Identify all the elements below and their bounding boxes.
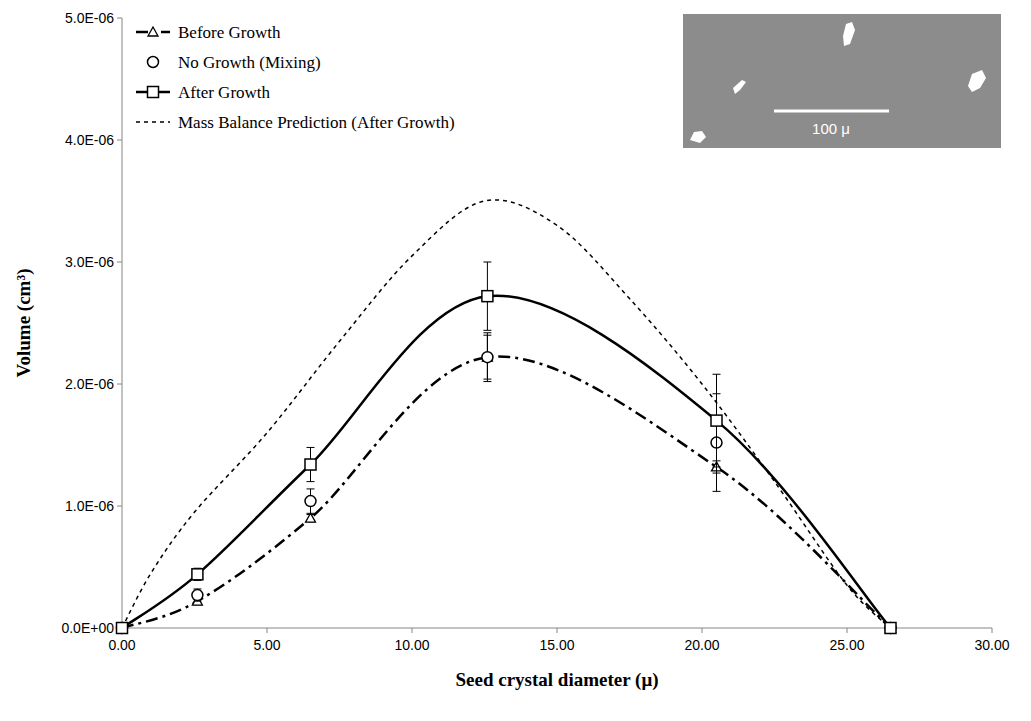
data-point [117, 623, 128, 634]
error-bar-cap [483, 332, 491, 333]
series-line [122, 296, 891, 628]
inset-particle [690, 131, 706, 143]
data-point [885, 623, 896, 634]
x-tick [412, 628, 413, 633]
legend: Before Growth No Growth (Mixing) After Gro… [136, 23, 455, 132]
error-bar-cap [713, 491, 721, 492]
error-bar-cap [713, 374, 721, 375]
legend-marker [148, 57, 159, 68]
data-point [482, 291, 493, 302]
data-point [482, 352, 493, 363]
y-tick-label: 1.0E-06 [65, 498, 114, 514]
legend-item: Mass Balance Prediction (After Growth) [136, 113, 455, 132]
y-tick [117, 384, 122, 385]
data-point [305, 459, 316, 470]
legend-item: After Growth [136, 83, 271, 102]
inset-particle [968, 70, 986, 92]
legend-marker [148, 87, 159, 98]
x-tick [847, 628, 848, 633]
x-tick-label: 30.00 [974, 637, 1009, 653]
y-tick [117, 140, 122, 141]
error-bar-cap [307, 488, 315, 489]
y-axis-line [122, 18, 123, 628]
error-bar-cap [483, 335, 491, 336]
legend-label: Before Growth [178, 23, 281, 42]
series-line [122, 200, 891, 628]
x-tick [267, 628, 268, 633]
x-tick [992, 628, 993, 633]
y-axis-title: Volume (cm³) [13, 269, 35, 378]
scale-bar [774, 110, 889, 113]
x-tick-label: 0.00 [108, 637, 135, 653]
x-tick [702, 628, 703, 633]
x-tick-label: 5.00 [253, 637, 280, 653]
data-point [306, 513, 316, 522]
legend-label: Mass Balance Prediction (After Growth) [178, 113, 455, 132]
error-bar-cap [483, 379, 491, 380]
error-bar-cap [483, 381, 491, 382]
inset-ground [683, 14, 1001, 148]
y-tick-label: 2.0E-06 [65, 376, 114, 392]
legend-label: After Growth [178, 83, 271, 102]
y-tick-label: 0.0E+00 [61, 620, 114, 636]
legend-label: No Growth (Mixing) [178, 53, 321, 72]
inset-particle [843, 22, 855, 46]
y-tick [117, 506, 122, 507]
markers [117, 262, 897, 634]
error-bar-cap [483, 330, 491, 331]
y-tick-label: 3.0E-06 [65, 254, 114, 270]
y-tick [117, 262, 122, 263]
inset-particle [733, 80, 746, 94]
error-bar-cap [483, 262, 491, 263]
y-tick-label: 5.0E-06 [65, 10, 114, 26]
data-point [192, 569, 203, 580]
error-bar-cap [307, 447, 315, 448]
y-tick-label: 4.0E-06 [65, 132, 114, 148]
legend-item: No Growth (Mixing) [148, 53, 321, 72]
y-tick [117, 18, 122, 19]
x-axis-title: Seed crystal diameter (μ) [456, 669, 659, 691]
legend-marker [148, 27, 158, 36]
data-point [711, 415, 722, 426]
data-point [885, 623, 896, 634]
error-bar-cap [307, 513, 315, 514]
x-tick-label: 20.00 [684, 637, 719, 653]
x-tick [557, 628, 558, 633]
x-tick-label: 15.00 [539, 637, 574, 653]
x-tick-label: 25.00 [829, 637, 864, 653]
data-point [117, 623, 128, 634]
legend-item: Before Growth [136, 23, 281, 42]
lines [122, 200, 891, 628]
error-bar-cap [713, 466, 721, 467]
scale-label: 100 μ [812, 120, 850, 137]
inset-image: 100 μ [683, 14, 1001, 148]
data-point [192, 590, 203, 601]
series-line [122, 356, 891, 628]
error-bar-cap [307, 481, 315, 482]
data-point [305, 496, 316, 507]
x-tick-label: 10.00 [394, 637, 429, 653]
legend-line [136, 121, 170, 123]
